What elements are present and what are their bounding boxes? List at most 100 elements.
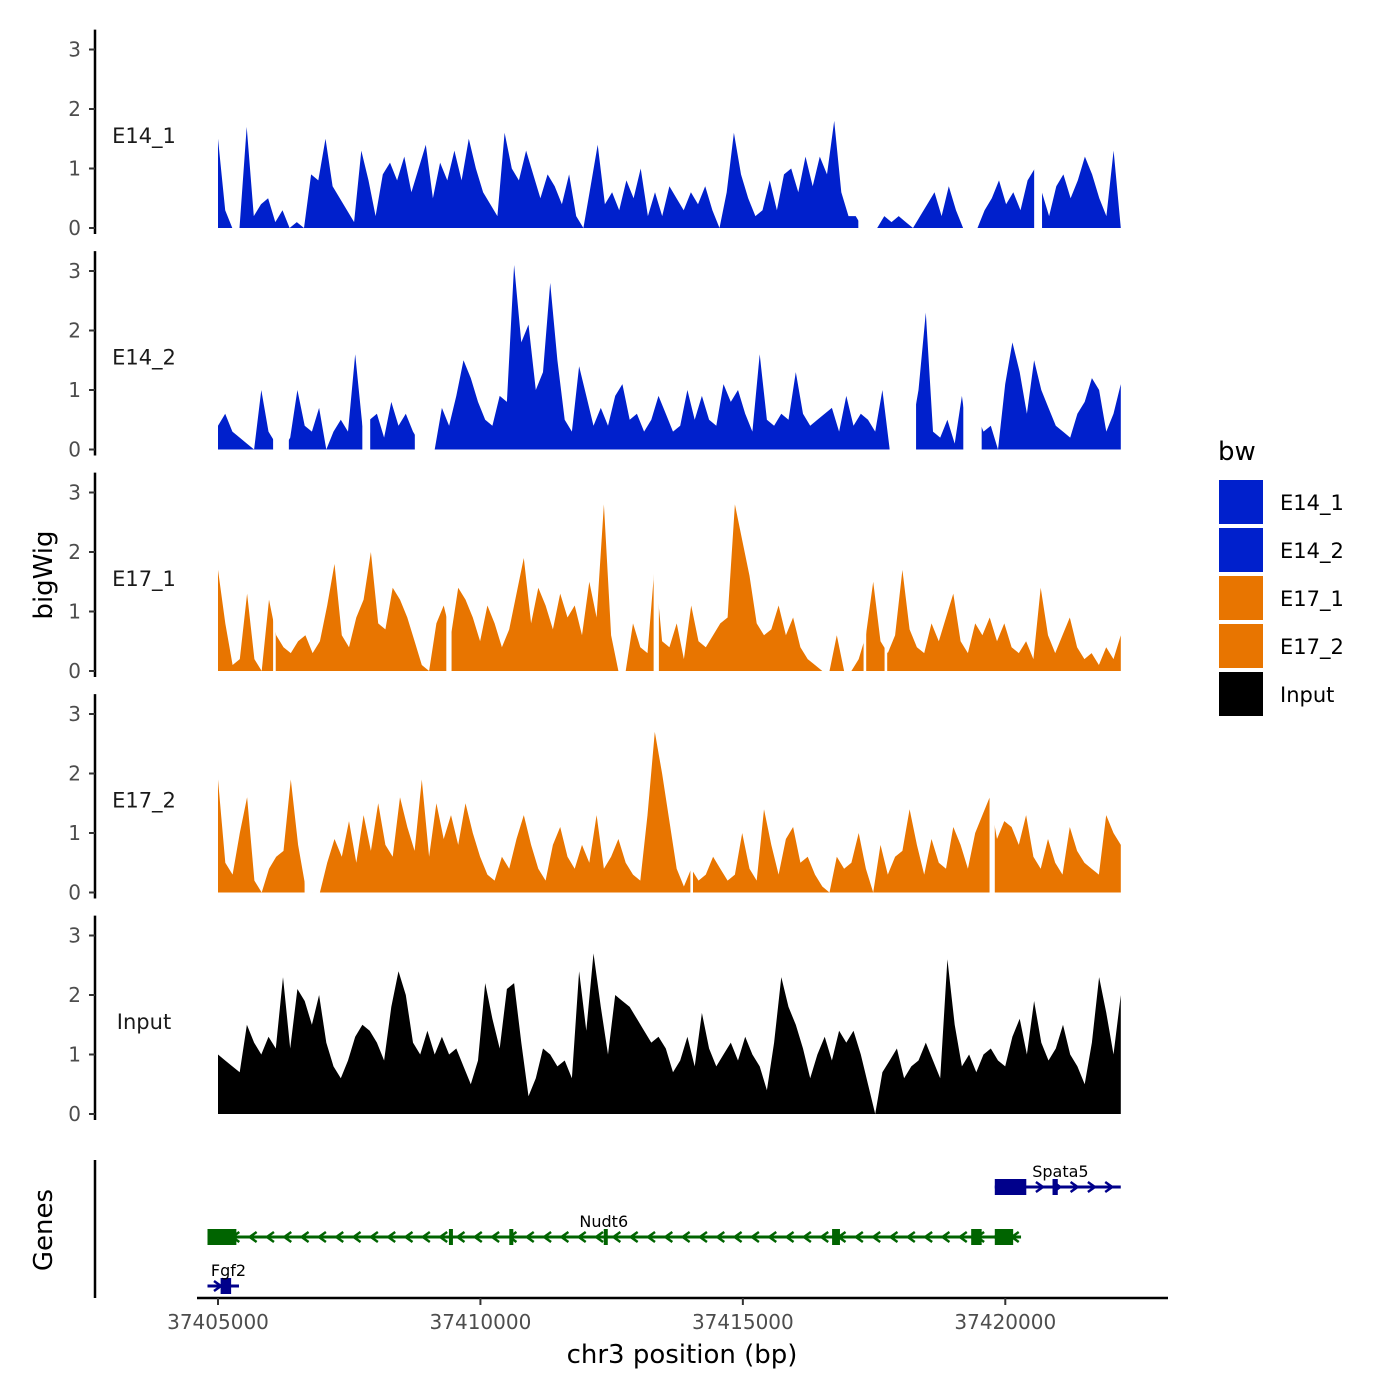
strand-arrow xyxy=(801,1230,812,1244)
coverage-area xyxy=(218,265,1121,450)
strand-arrow xyxy=(576,1230,587,1244)
legend: bw E14_1 E14_2 E17_1 E17_2 Input xyxy=(1218,437,1344,716)
track-E14_2: 0 1 2 3 E14_2 xyxy=(68,249,1121,462)
coverage-gap xyxy=(446,470,452,673)
strand-arrow xyxy=(368,1230,379,1244)
coverage-area xyxy=(218,953,1121,1114)
strand-arrow xyxy=(628,1230,639,1244)
coverage-gap xyxy=(653,470,659,673)
strand-arrow xyxy=(715,1230,726,1244)
strand-arrow xyxy=(853,1230,864,1244)
track-label: Input xyxy=(117,1010,171,1034)
strand-arrow xyxy=(386,1230,396,1244)
legend-swatch xyxy=(1219,480,1263,524)
strand-arrow xyxy=(282,1230,293,1244)
legend-item: E14_1 xyxy=(1219,480,1344,524)
y-tick-label: 2 xyxy=(68,540,81,564)
y-tick-label: 2 xyxy=(68,319,81,343)
coverage-gap xyxy=(889,249,917,452)
y-tick-label: 3 xyxy=(68,702,81,726)
y-tick-label: 3 xyxy=(68,38,81,62)
coverage-area xyxy=(218,504,1121,671)
track-E17_2: 0 1 2 3 E17_2 xyxy=(68,692,1121,905)
strand-arrow xyxy=(351,1230,362,1244)
y-tick-label: 2 xyxy=(68,97,81,121)
x-tick-label: 37420000 xyxy=(954,1310,1056,1334)
legend-label: E14_2 xyxy=(1280,539,1344,564)
strand-arrow xyxy=(299,1230,310,1244)
legend-item: E17_2 xyxy=(1219,624,1344,668)
strand-arrow xyxy=(905,1230,916,1244)
gene-label: Fgf2 xyxy=(211,1261,246,1280)
legend-item: E14_2 xyxy=(1219,528,1344,572)
track-label: E14_2 xyxy=(112,345,176,370)
strand-arrow xyxy=(819,1230,829,1244)
exon xyxy=(971,1229,982,1245)
legend-label: E17_2 xyxy=(1280,635,1344,660)
track-label: E14_1 xyxy=(112,124,176,149)
coverage-gap xyxy=(273,470,276,673)
strand-arrow xyxy=(559,1230,570,1244)
y-tick-label: 1 xyxy=(68,378,81,402)
y-tick-label: 0 xyxy=(68,216,81,240)
x-tick-label: 37410000 xyxy=(430,1310,532,1334)
strand-arrow xyxy=(732,1230,743,1244)
y-tick-label: 2 xyxy=(68,983,81,1007)
exon xyxy=(832,1229,840,1245)
legend-label: E17_1 xyxy=(1280,587,1344,612)
strand-arrow xyxy=(403,1230,414,1244)
strand-arrow xyxy=(524,1230,535,1244)
track-E17_1: 0 1 2 3 E17_1 xyxy=(68,470,1121,683)
coverage-tracks: 0 1 2 3 E14_1 0 1 2 3 E14_2 0 1 2 3 E17_1 0 1 2 3 E17_2 0 1 2 3… xyxy=(68,27,1121,1126)
genes-axis-title: Genes xyxy=(29,1189,59,1271)
coverage-gap xyxy=(304,692,313,895)
x-axis-title: chr3 position (bp) xyxy=(567,1340,798,1370)
gene-label: Spata5 xyxy=(1032,1162,1088,1181)
strand-arrow xyxy=(264,1230,275,1244)
strand-arrow xyxy=(957,1230,968,1244)
y-tick-label: 3 xyxy=(68,259,81,283)
strand-arrow xyxy=(489,1230,500,1244)
strand-arrow xyxy=(767,1230,777,1244)
y-tick-label: 3 xyxy=(68,924,81,948)
strand-arrow xyxy=(455,1230,466,1244)
strand-arrow xyxy=(1035,1180,1046,1194)
coverage-gap xyxy=(690,692,693,895)
legend-item: Input xyxy=(1219,672,1334,716)
gene-track: Spata5 Nudt6 Fgf2 xyxy=(93,1160,1121,1298)
legend-title: bw xyxy=(1218,437,1256,467)
coverage-gap xyxy=(963,249,982,452)
coverage-area xyxy=(218,120,1121,228)
x-tick-label: 37415000 xyxy=(692,1310,794,1334)
track-label: E17_1 xyxy=(112,567,176,592)
legend-label: Input xyxy=(1280,683,1334,707)
strand-arrow xyxy=(663,1230,674,1244)
strand-arrow xyxy=(871,1230,881,1244)
coverage-gap xyxy=(989,692,995,895)
strand-arrow xyxy=(1104,1180,1115,1194)
y-tick-label: 2 xyxy=(68,762,81,786)
y-tick-label: 0 xyxy=(68,881,81,905)
strand-arrow xyxy=(541,1230,552,1244)
legend-swatch xyxy=(1219,528,1263,572)
strand-arrow xyxy=(611,1230,622,1244)
strand-arrow xyxy=(940,1230,951,1244)
track-E14_1: 0 1 2 3 E14_1 xyxy=(68,27,1121,240)
gene-Fgf2: Fgf2 xyxy=(207,1261,246,1294)
strand-arrow xyxy=(784,1230,795,1244)
gene-Spata5: Spata5 xyxy=(994,1162,1121,1195)
strand-arrow xyxy=(316,1230,327,1244)
track-label: E17_2 xyxy=(112,788,176,813)
y-tick-label: 0 xyxy=(68,1102,81,1126)
strand-arrow xyxy=(922,1230,933,1244)
coverage-gap xyxy=(273,249,289,452)
strand-arrow xyxy=(888,1230,899,1244)
y-tick-label: 0 xyxy=(68,438,81,462)
coverage-gap xyxy=(414,249,431,452)
coverage-gap xyxy=(362,249,371,452)
y-tick-label: 1 xyxy=(68,157,81,181)
strand-arrow xyxy=(749,1230,760,1244)
coverage-area xyxy=(218,731,1121,893)
track-Input: 0 1 2 3 Input xyxy=(68,915,1121,1126)
